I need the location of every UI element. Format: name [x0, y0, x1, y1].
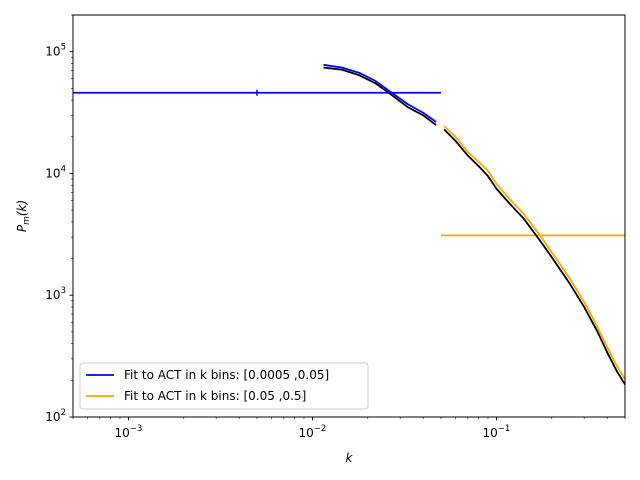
- legend-label: Fit to ACT in k bins: [0.05 ,0.5]: [124, 389, 306, 403]
- x-axis-ticks: 10−3 10−2 10−1: [72, 417, 626, 440]
- x-tick-label: 10−2: [298, 424, 326, 440]
- y-tick-label-base: 10: [45, 45, 60, 59]
- y-tick-label-exponent: 2: [61, 408, 66, 418]
- x-tick-label-exponent: −1: [498, 424, 511, 434]
- y-tick-label: 104: [45, 164, 66, 180]
- y-tick-label-base: 10: [45, 166, 60, 180]
- y-axis-label-main: P: [15, 224, 29, 232]
- series-layer: [73, 63, 626, 385]
- y-tick-label-exponent: 5: [61, 43, 66, 53]
- x-tick-label-exponent: −3: [130, 424, 143, 434]
- x-tick-label: 10−3: [114, 424, 142, 440]
- y-tick-label: 102: [45, 408, 66, 424]
- y-tick-label-base: 10: [45, 410, 60, 424]
- x-tick-label-base: 10: [298, 426, 313, 440]
- legend: Fit to ACT in k bins: [0.0005 ,0.05] Fit …: [79, 362, 369, 410]
- y-tick-label-exponent: 3: [61, 286, 66, 296]
- x-tick-label-base: 10: [114, 426, 129, 440]
- y-tick-label: 105: [45, 43, 66, 59]
- x-axis-label: k: [346, 451, 354, 465]
- legend-label: Fit to ACT in k bins: [0.0005 ,0.05]: [124, 368, 329, 382]
- series-curve-5: [443, 125, 626, 380]
- y-tick-label-base: 10: [45, 288, 60, 302]
- legend-box: [79, 362, 369, 410]
- y-tick-label-exponent: 4: [61, 164, 66, 174]
- y-axis-label: Pm(k): [15, 200, 32, 232]
- x-tick-label-base: 10: [482, 426, 497, 440]
- series-curve-3: [323, 63, 437, 123]
- x-tick-label-exponent: −2: [314, 424, 327, 434]
- series-curve-2: [323, 66, 437, 126]
- series-curve-4: [443, 128, 626, 385]
- y-axis-label-rest: (k): [15, 200, 29, 216]
- x-tick-label: 10−1: [482, 424, 510, 440]
- y-tick-label: 103: [45, 286, 66, 302]
- plot-frame: [72, 14, 626, 418]
- y-axis-label-subscript: m: [22, 216, 32, 225]
